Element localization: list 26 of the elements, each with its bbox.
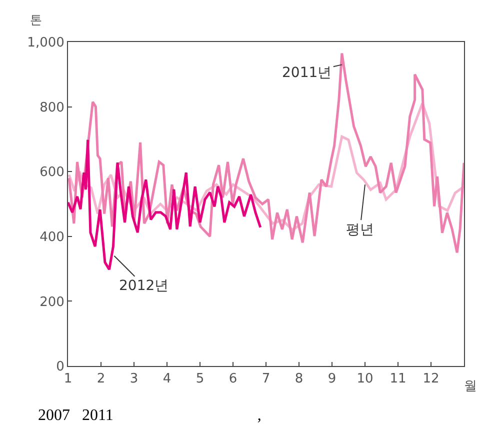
x-tick-label: 4: [162, 372, 172, 387]
y-axis-title: 톤: [30, 13, 42, 27]
x-tick-label: 1: [64, 372, 72, 387]
x-tick-label: 10: [356, 372, 374, 387]
x-axis-title: 월: [464, 379, 477, 394]
x-tick-label: 8: [294, 372, 304, 387]
text: 2007 2011 ,: [38, 407, 262, 424]
annotation: 2011년: [282, 65, 332, 81]
x-tick-label: 3: [130, 372, 138, 387]
x-tick-label: 7: [262, 372, 270, 387]
x-tick-label: 2: [96, 372, 106, 387]
annotation: 평년: [346, 222, 374, 238]
x-tick-label: 5: [196, 372, 204, 387]
line-series: [68, 138, 262, 271]
x-tick-label: 6: [228, 372, 238, 387]
y-tick-label: 600: [40, 165, 64, 180]
y-tick-label: 1,000: [27, 36, 64, 51]
x-tick-label: 11: [390, 372, 406, 387]
y-tick-label: 400: [40, 230, 64, 245]
x-tick-label: 9: [328, 372, 336, 387]
y-tick-label: 200: [40, 294, 64, 310]
x-tick-label: 12: [422, 372, 440, 387]
annotation: 2012년: [119, 278, 169, 294]
y-tick-label: 800: [40, 100, 64, 116]
line-series: [68, 52, 464, 254]
y-tick-label: 0: [56, 360, 64, 375]
